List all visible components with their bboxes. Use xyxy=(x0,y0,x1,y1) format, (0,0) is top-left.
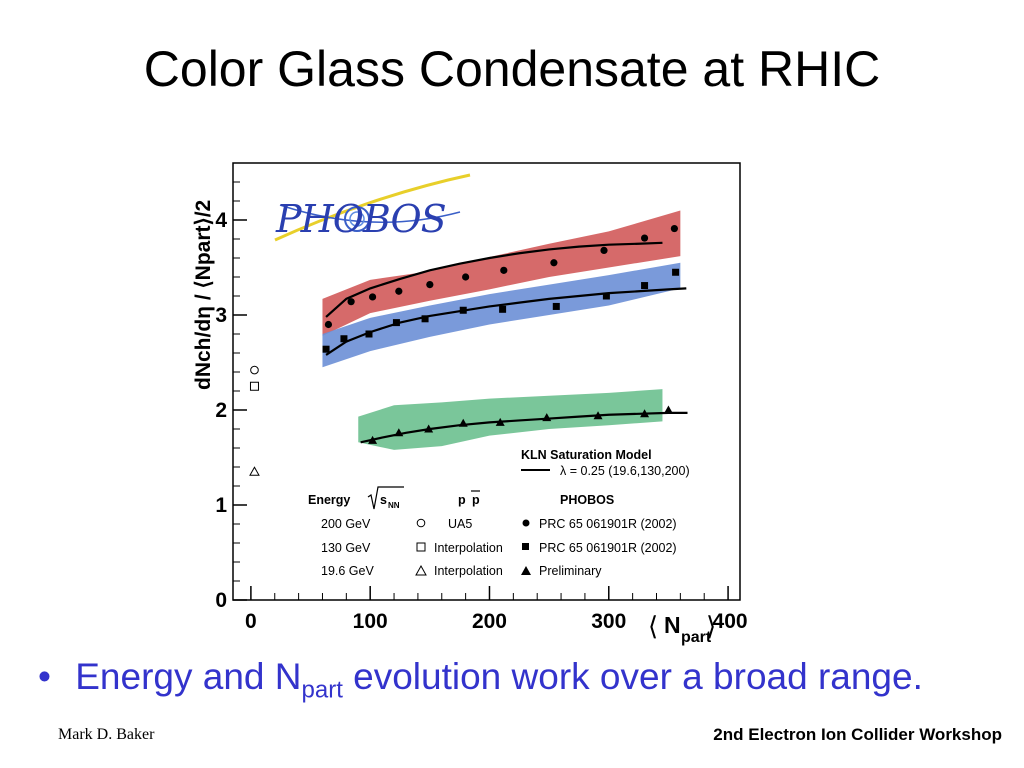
x-axis-label: ⟨ N part ⟩ xyxy=(648,611,716,646)
legend-pp-200: UA5 xyxy=(448,517,472,531)
pp-point-open-square xyxy=(249,381,259,391)
x-tick-label: 400 xyxy=(713,610,748,633)
data-point-triangle xyxy=(495,417,505,426)
data-point-square xyxy=(459,306,467,314)
legend: Energy s NN p p PHOBOS 200 GeV UA5 PRC 6… xyxy=(308,486,677,578)
y-tick-label: 1 xyxy=(215,494,227,517)
svg-text:part: part xyxy=(681,629,712,646)
legend-pp-130: Interpolation xyxy=(434,541,503,555)
bullet-marker: • xyxy=(38,656,51,697)
bullet-text-before: Energy and N xyxy=(75,656,302,697)
footer-event: 2nd Electron Ion Collider Workshop xyxy=(713,725,1002,744)
data-point-circle xyxy=(347,298,355,306)
legend-energy-19: 19.6 GeV xyxy=(321,564,374,578)
data-point-triangle xyxy=(593,411,603,420)
data-point-square xyxy=(672,268,680,276)
data-point-triangle xyxy=(424,424,434,433)
uncertainty-band-green xyxy=(358,389,663,450)
data-point-circle xyxy=(600,246,608,254)
data-point-circle xyxy=(670,224,678,233)
kln-model-curve-red xyxy=(325,241,663,318)
svg-text:N: N xyxy=(664,612,681,638)
svg-text:⟩: ⟩ xyxy=(706,611,716,641)
legend-pbar-header: p xyxy=(472,493,480,507)
data-point-triangle xyxy=(394,428,404,437)
kln-model-curve-green xyxy=(360,411,688,444)
data-point-square xyxy=(322,345,330,353)
legend-filled-circle-icon xyxy=(522,519,530,527)
legend-sqrt-s: s xyxy=(380,493,387,507)
y-axis-label: dNch/dη / ⟨Npart⟩/2 xyxy=(192,200,215,390)
plot-frame xyxy=(232,162,741,601)
x-tick-label: 200 xyxy=(472,610,507,633)
model-legend-title: KLN Saturation Model xyxy=(521,448,652,462)
data-point-triangle xyxy=(663,405,673,414)
kln-model-curve-blue xyxy=(325,287,687,356)
data-point-circle xyxy=(368,293,377,301)
legend-phobos-130: PRC 65 061901R (2002) xyxy=(539,541,677,555)
legend-energy-header: Energy xyxy=(308,493,350,507)
data-point-triangle xyxy=(368,435,378,444)
y-tick-label: 3 xyxy=(215,304,227,327)
legend-sqrt-sub: NN xyxy=(388,501,400,510)
pp-point-open-triangle xyxy=(249,466,260,476)
model-legend: KLN Saturation Model λ = 0.25 (19.6,130,… xyxy=(521,448,690,478)
data-point-square xyxy=(499,305,507,313)
slide-title: Color Glass Condensate at RHIC xyxy=(143,41,881,97)
data-point-circle xyxy=(640,234,649,242)
legend-open-circle-icon xyxy=(416,518,426,528)
y-tick-label: 0 xyxy=(215,589,227,612)
data-point-circle xyxy=(324,320,333,329)
data-point-square xyxy=(552,302,560,310)
data-point-square xyxy=(421,315,429,323)
legend-sqrt-icon xyxy=(367,486,404,510)
pp-point-open-circle xyxy=(250,365,259,375)
bullet-point: • Energy and Npart evolution work over a… xyxy=(38,656,923,704)
footer-author: Mark D. Baker xyxy=(58,726,155,743)
legend-filled-square-icon xyxy=(522,543,529,550)
legend-open-square-icon xyxy=(416,542,426,552)
data-point-triangle xyxy=(542,413,552,422)
data-point-circle xyxy=(426,281,434,289)
data-point-square xyxy=(602,292,610,300)
legend-pp-19: Interpolation xyxy=(434,564,503,578)
data-point-circle xyxy=(500,266,508,274)
legend-phobos-19: Preliminary xyxy=(539,564,602,578)
x-tick-label: 0 xyxy=(245,610,257,633)
phobos-logo: PHOBOS xyxy=(274,173,471,242)
uncertainty-band-red xyxy=(322,210,681,336)
data-point-triangle xyxy=(640,409,650,418)
data-point-square xyxy=(340,335,348,343)
y-tick-label: 4 xyxy=(215,209,227,232)
data-point-square xyxy=(392,319,400,327)
data-point-square xyxy=(641,282,649,290)
legend-phobos-header: PHOBOS xyxy=(560,493,614,507)
data-point-circle xyxy=(550,259,558,267)
bullet-text-after: evolution work over a broad range. xyxy=(342,656,923,697)
uncertainty-band-blue xyxy=(322,262,681,368)
legend-energy-130: 130 GeV xyxy=(321,541,371,555)
legend-open-triangle-icon xyxy=(415,564,427,576)
legend-pp-header: p xyxy=(458,493,466,507)
x-tick-label: 300 xyxy=(591,610,626,633)
svg-text:⟨: ⟨ xyxy=(648,611,658,641)
legend-phobos-200: PRC 65 061901R (2002) xyxy=(539,517,677,531)
phobos-logo-text: PHOBOS xyxy=(275,197,446,241)
data-point-square xyxy=(365,330,373,338)
x-tick-label: 100 xyxy=(353,610,388,633)
y-tick-label: 2 xyxy=(215,399,227,422)
data-point-circle xyxy=(462,273,470,281)
bullet-subscript: part xyxy=(301,676,343,704)
legend-filled-triangle-icon xyxy=(521,566,531,575)
legend-energy-200: 200 GeV xyxy=(321,517,371,531)
data-point-circle xyxy=(395,287,403,295)
model-legend-label: λ = 0.25 (19.6,130,200) xyxy=(560,464,690,478)
data-point-triangle xyxy=(458,418,468,427)
